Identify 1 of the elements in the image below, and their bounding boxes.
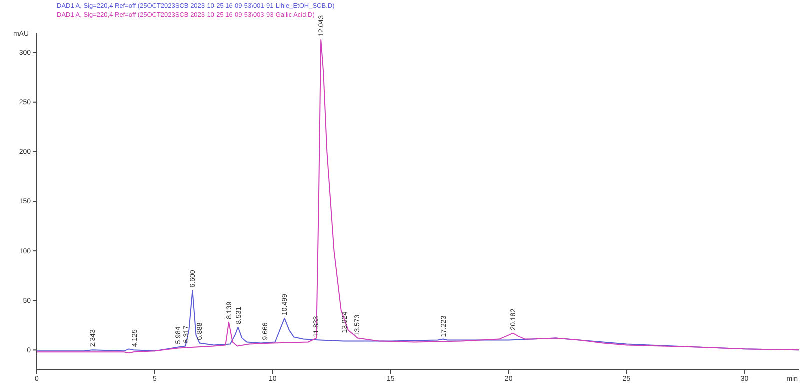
line-series xyxy=(36,39,800,354)
